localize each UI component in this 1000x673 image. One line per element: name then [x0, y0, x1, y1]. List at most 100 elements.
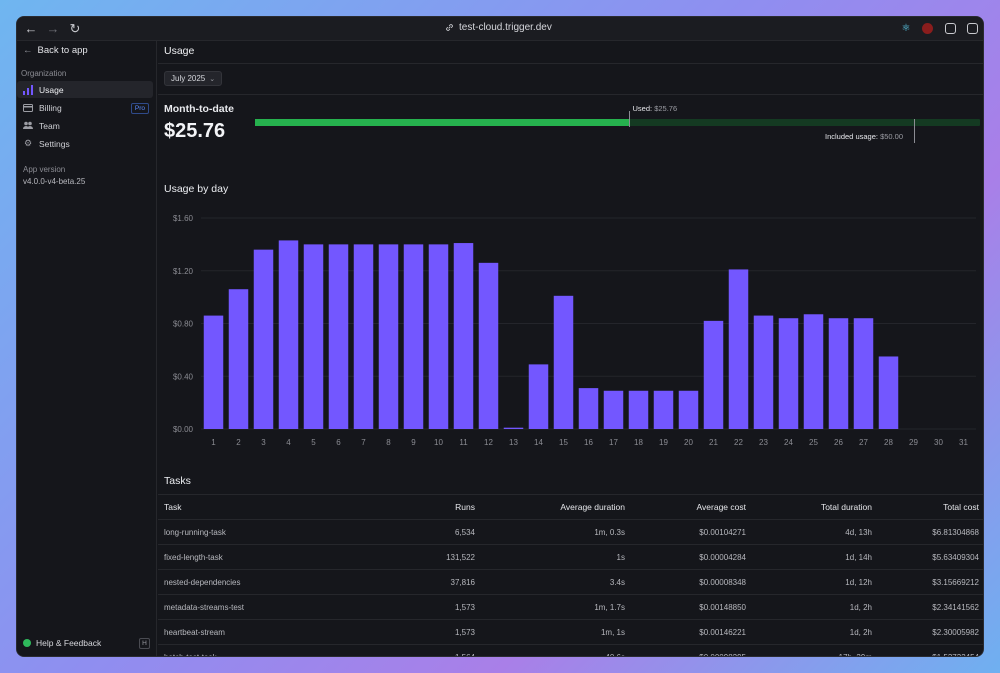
x-tick-label: 20: [684, 438, 693, 447]
x-tick-label: 19: [659, 438, 668, 447]
month-select[interactable]: July 2025 ⌄: [164, 71, 223, 86]
x-tick-label: 16: [584, 438, 593, 447]
table-row[interactable]: fixed-length-task 131,522 1s $0.00004284…: [158, 545, 983, 570]
included-marker: [914, 119, 915, 143]
team-icon: [23, 121, 33, 131]
chart-bar[interactable]: [478, 262, 499, 429]
page-title: Usage: [164, 45, 195, 57]
x-tick-label: 12: [484, 438, 493, 447]
chart-bar[interactable]: [628, 390, 649, 429]
chart-bar[interactable]: [853, 318, 874, 429]
x-tick-label: 24: [784, 438, 793, 447]
chart-bar[interactable]: [203, 315, 224, 429]
chart-bar[interactable]: [603, 390, 624, 429]
total-cost-cell: $2.34141562: [932, 602, 979, 612]
chart-bar[interactable]: [753, 315, 774, 429]
chart-bar[interactable]: [503, 427, 524, 429]
total-cost-cell: $5.63409304: [932, 552, 979, 562]
runs-cell: 6,534: [454, 527, 475, 537]
x-tick-label: 25: [809, 438, 818, 447]
x-tick-label: 28: [884, 438, 893, 447]
column-header[interactable]: Task: [164, 501, 182, 512]
chart-bar[interactable]: [353, 244, 374, 429]
chart-bar[interactable]: [303, 244, 324, 429]
task-name-cell: nested-dependencies: [164, 577, 241, 587]
chart-bar[interactable]: [403, 244, 424, 429]
chart-bar[interactable]: [253, 249, 274, 429]
chart-bar[interactable]: [653, 390, 674, 429]
reader-icon[interactable]: [945, 23, 956, 34]
ublock-icon[interactable]: [922, 23, 933, 34]
chart-bar[interactable]: [778, 318, 799, 429]
chart-bar[interactable]: [678, 390, 699, 429]
react-devtools-icon[interactable]: ⚛: [901, 23, 911, 34]
table-row[interactable]: heartbeat-stream 1,573 1m, 1s $0.0014622…: [158, 620, 983, 645]
sidebar-item-settings[interactable]: ⚙ Settings: [17, 135, 153, 152]
usage-by-day-chart: $0.00$0.40$0.80$1.20$1.601 2 3 4 5 6 7 8 9 10 11 12…: [173, 214, 976, 447]
arrow-left-icon[interactable]: ←: [24, 21, 38, 36]
chart-bar[interactable]: [328, 244, 349, 429]
chart-bar[interactable]: [453, 243, 474, 429]
task-name-cell: fixed-length-task: [164, 552, 223, 562]
help-feedback-button[interactable]: Help & Feedback: [23, 638, 101, 648]
chart-bar[interactable]: [803, 314, 824, 429]
divider: [158, 494, 983, 495]
back-to-app-link[interactable]: ← Back to app: [23, 45, 88, 56]
gear-icon: ⚙: [23, 138, 33, 148]
table-row[interactable]: long-running-task 6,534 1m, 0.3s $0.0010…: [158, 520, 983, 545]
sidebar-item-team[interactable]: Team: [17, 117, 153, 134]
x-tick-label: 7: [361, 438, 366, 447]
avg-cost-cell: $0.00008348: [699, 577, 746, 587]
used-label-value: $25.76: [654, 104, 678, 113]
column-header[interactable]: Average duration: [560, 501, 625, 512]
chart-bar[interactable]: [278, 240, 299, 429]
avg-cost-cell: $0.00146221: [699, 627, 746, 637]
sidebar-item-label: Billing: [39, 102, 62, 113]
table-row[interactable]: batch-test-task 1,564 40.6s $0.00098295 …: [158, 645, 983, 657]
chart-bar[interactable]: [378, 244, 399, 429]
total-duration-cell: 1d, 12h: [845, 577, 872, 587]
sidebar-toggle-icon[interactable]: [967, 23, 978, 34]
sidebar-item-label: Usage: [39, 84, 64, 95]
y-tick-label: $0.00: [173, 425, 194, 434]
column-header[interactable]: Runs: [455, 501, 475, 512]
x-tick-label: 17: [609, 438, 618, 447]
chart-bar[interactable]: [828, 318, 849, 429]
table-row[interactable]: metadata-streams-test 1,573 1m, 1.7s $0.…: [158, 595, 983, 620]
table-header-row: Task Runs Average duration Average cost …: [158, 494, 983, 520]
avg-duration-cell: 1m, 1.7s: [594, 602, 625, 612]
chart-bar[interactable]: [878, 356, 899, 429]
task-name-cell: heartbeat-stream: [164, 627, 225, 637]
chart-bar[interactable]: [728, 269, 749, 429]
included-label-key: Included usage:: [825, 132, 878, 141]
column-header[interactable]: Total duration: [820, 501, 872, 512]
sidebar-item-usage[interactable]: Usage: [17, 81, 153, 98]
sidebar-item-billing[interactable]: Billing Pro: [17, 99, 153, 116]
pro-badge: Pro: [130, 103, 149, 114]
chart-bar[interactable]: [528, 364, 549, 429]
x-tick-label: 30: [934, 438, 943, 447]
total-cost-cell: $6.81304868: [932, 527, 979, 537]
browser-toolbar: ← → ↻ test-cloud.trigger.dev ⚛: [17, 17, 983, 41]
total-duration-cell: 1d, 2h: [849, 602, 872, 612]
column-header[interactable]: Average cost: [696, 501, 746, 512]
arrow-right-icon[interactable]: →: [46, 21, 60, 36]
avg-duration-cell: 3.4s: [609, 577, 625, 587]
avg-cost-cell: $0.00098295: [699, 652, 746, 657]
table-row[interactable]: nested-dependencies 37,816 3.4s $0.00008…: [158, 570, 983, 595]
x-tick-label: 18: [634, 438, 643, 447]
avg-duration-cell: 40.6s: [605, 652, 625, 657]
tasks-title: Tasks: [164, 475, 191, 487]
chart-bar[interactable]: [703, 320, 724, 429]
runs-cell: 1,573: [454, 627, 475, 637]
task-name-cell: long-running-task: [164, 527, 226, 537]
reload-icon[interactable]: ↻: [69, 21, 81, 36]
column-header[interactable]: Total cost: [943, 501, 979, 512]
address-bar[interactable]: test-cloud.trigger.dev: [445, 22, 552, 33]
chart-bar[interactable]: [228, 289, 249, 429]
chart-bar[interactable]: [553, 295, 574, 429]
x-tick-label: 2: [236, 438, 241, 447]
usage-progress-bar: [255, 119, 980, 126]
chart-bar[interactable]: [428, 244, 449, 429]
chart-bar[interactable]: [578, 388, 599, 429]
